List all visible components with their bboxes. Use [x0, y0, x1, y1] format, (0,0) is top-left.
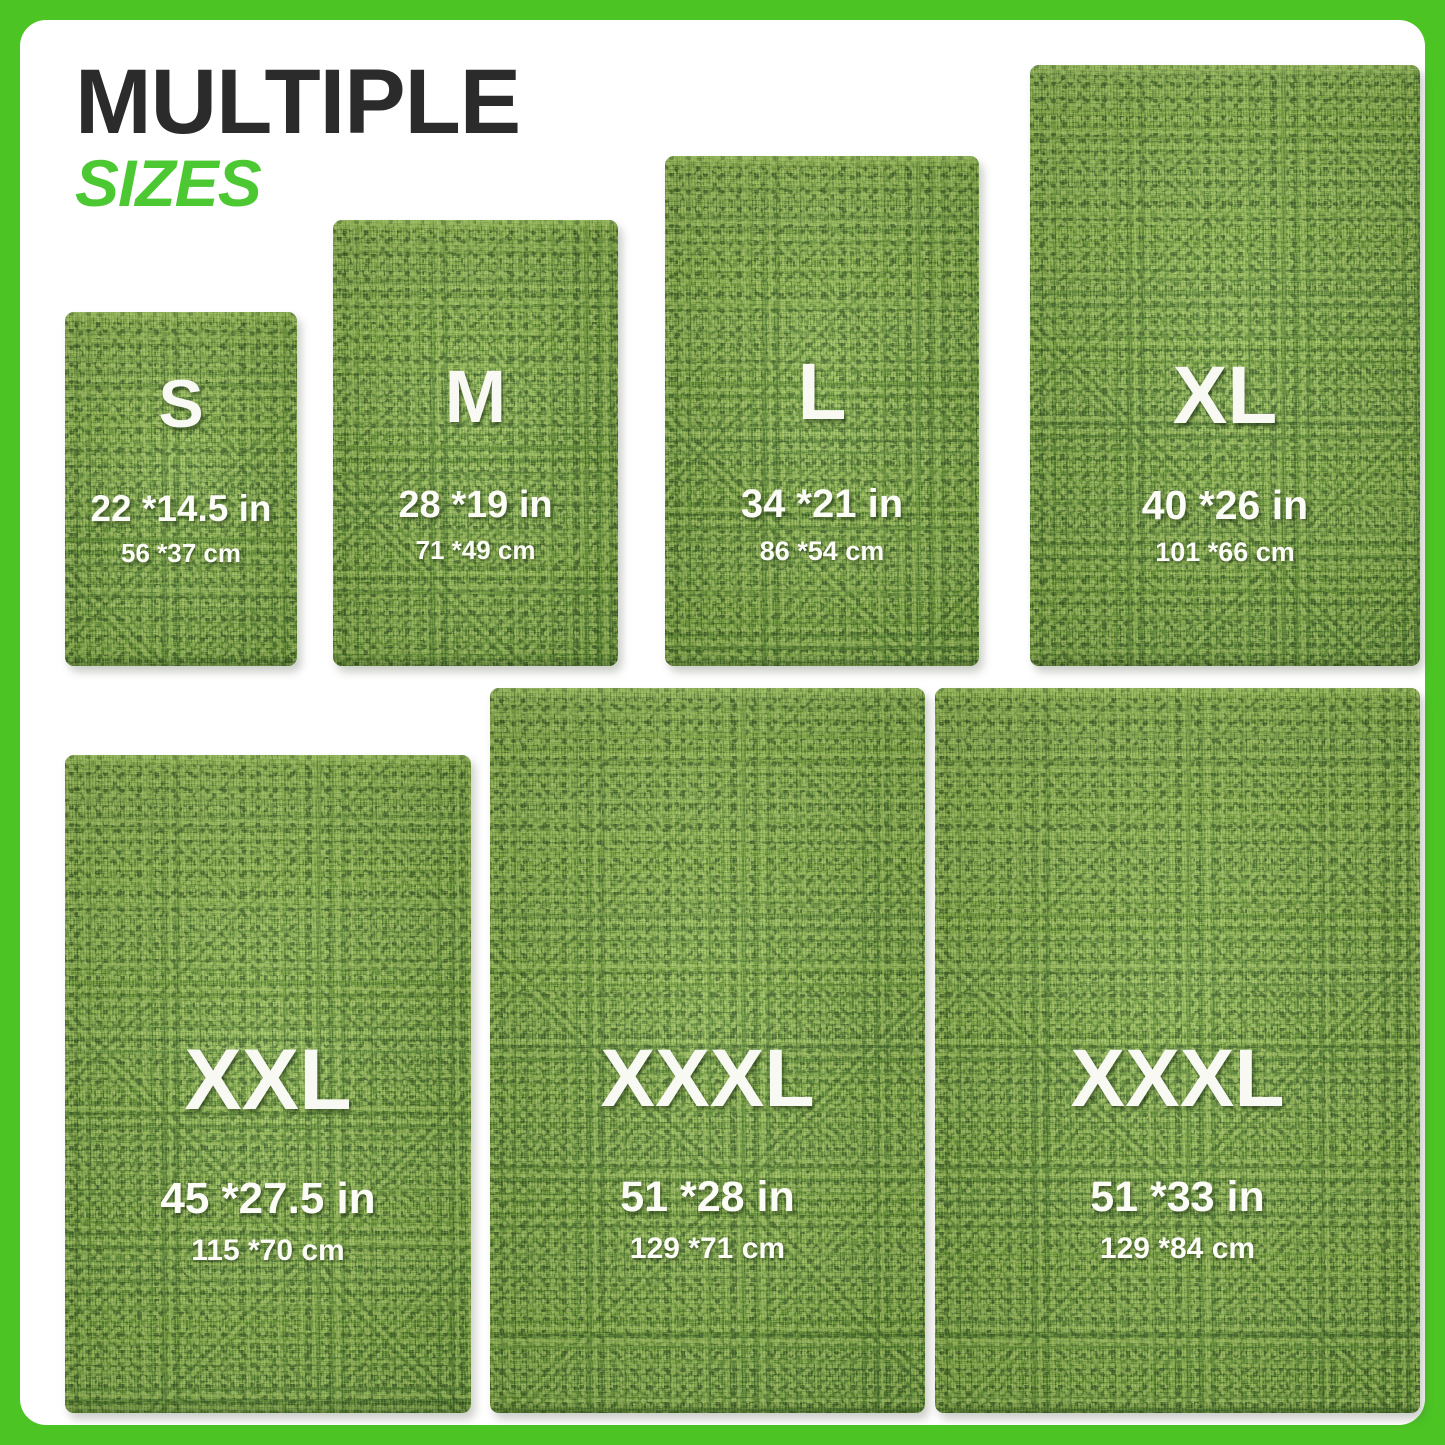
poster-inner-panel: MULTIPLE SIZES S 22 *14.5 in 56 *37 cm M…	[20, 20, 1425, 1425]
grass-mat-l[interactable]: L 34 *21 in 86 *54 cm	[665, 156, 979, 666]
poster-heading: MULTIPLE SIZES	[75, 51, 521, 221]
mat-xxxl2-dimensions-cm: 129 *84 cm	[1099, 1232, 1256, 1265]
grass-mat-s[interactable]: S 22 *14.5 in 56 *37 cm	[65, 312, 297, 666]
mat-s-dimensions-cm: 56 *37 cm	[121, 538, 241, 568]
mat-xxxl2-content: XXXL 51 *33 in 129 *84 cm	[935, 688, 1420, 1413]
mat-s-dimensions-inches: 22 *14.5 in	[90, 488, 272, 529]
mat-xl-dimensions-inches: 40 *26 in	[1141, 482, 1309, 528]
heading-line-multiple: MULTIPLE	[75, 51, 521, 153]
mat-xl-size-letter: XL	[1172, 350, 1278, 441]
grass-mat-xxl[interactable]: XXL 45 *27.5 in 115 *70 cm	[65, 755, 471, 1413]
mat-xxl-dimensions-cm: 115 *70 cm	[191, 1234, 345, 1267]
mat-xl-content: XL 40 *26 in 101 *66 cm	[1030, 65, 1420, 666]
mat-xl-dimensions-cm: 101 *66 cm	[1155, 537, 1295, 567]
mat-l-size-letter: L	[797, 347, 847, 436]
mat-m-content: M 28 *19 in 71 *49 cm	[333, 220, 618, 666]
heading-line-sizes: SIZES	[75, 146, 262, 221]
mat-s-size-letter: S	[158, 366, 204, 442]
mat-l-dimensions-inches: 34 *21 in	[740, 482, 904, 526]
grass-mat-xxxl-51x28[interactable]: XXXL 51 *28 in 129 *71 cm	[490, 688, 925, 1413]
mat-xxl-content: XXL 45 *27.5 in 115 *70 cm	[65, 755, 471, 1413]
grass-mat-m[interactable]: M 28 *19 in 71 *49 cm	[333, 220, 618, 666]
grass-mat-xl[interactable]: XL 40 *26 in 101 *66 cm	[1030, 65, 1420, 666]
mat-s-content: S 22 *14.5 in 56 *37 cm	[65, 312, 297, 666]
grass-mat-xxxl-51x33[interactable]: XXXL 51 *33 in 129 *84 cm	[935, 688, 1420, 1413]
mat-xxxl2-dimensions-inches: 51 *33 in	[1090, 1173, 1265, 1221]
mat-xxl-size-letter: XXL	[184, 1032, 352, 1128]
mat-xxxl2-size-letter: XXXL	[1070, 1033, 1285, 1124]
mat-l-content: L 34 *21 in 86 *54 cm	[665, 156, 979, 666]
mat-xxxl1-content: XXXL 51 *28 in 129 *71 cm	[490, 688, 925, 1413]
mat-m-dimensions-cm: 71 *49 cm	[415, 535, 536, 565]
mat-l-dimensions-cm: 86 *54 cm	[759, 536, 885, 566]
mat-xxxl1-size-letter: XXXL	[600, 1033, 815, 1124]
mat-xxxl1-dimensions-cm: 129 *71 cm	[629, 1232, 786, 1265]
mat-m-dimensions-inches: 28 *19 in	[398, 484, 553, 526]
mat-xxxl1-dimensions-inches: 51 *28 in	[620, 1173, 795, 1221]
mat-xxl-dimensions-inches: 45 *27.5 in	[160, 1174, 376, 1223]
mat-m-size-letter: M	[444, 355, 507, 438]
